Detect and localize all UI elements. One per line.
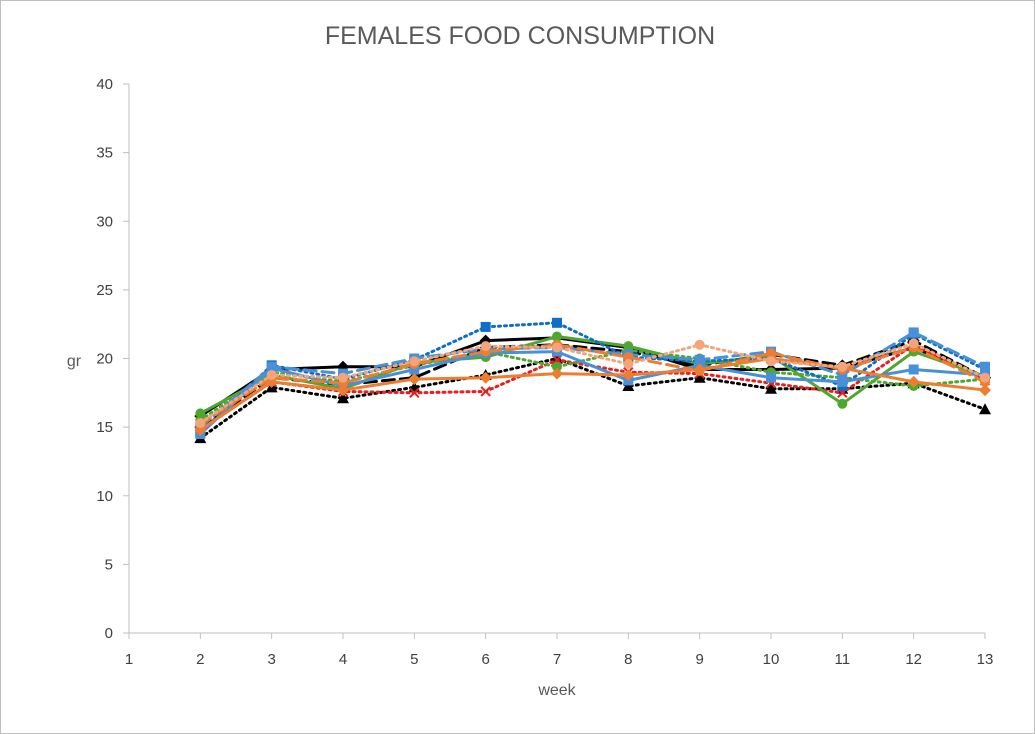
x-tick-label: 5 [410, 651, 418, 668]
x-tick-label: 7 [553, 651, 561, 668]
x-tick-label: 4 [339, 651, 347, 668]
data-point [980, 361, 990, 372]
data-point [266, 363, 277, 374]
data-point [409, 387, 420, 399]
data-point [837, 398, 848, 409]
data-point [766, 356, 776, 367]
data-point [409, 356, 420, 367]
x-tick-label: 3 [267, 651, 275, 668]
data-point [552, 317, 562, 328]
data-point [908, 327, 919, 338]
x-tick-label: 10 [763, 651, 780, 668]
data-point [837, 361, 848, 372]
data-point [980, 372, 990, 383]
data-point [480, 341, 491, 352]
y-tick-label: 40 [96, 76, 113, 93]
data-point [623, 358, 634, 369]
series-line [198, 343, 987, 426]
series-12 [195, 338, 990, 429]
data-point [765, 382, 777, 394]
series-line [198, 341, 987, 425]
data-point [480, 386, 491, 397]
data-point [479, 371, 492, 384]
data-point [195, 408, 206, 419]
data-point [694, 354, 705, 365]
x-axis-label: week [537, 682, 576, 699]
y-axis-label: gr [67, 353, 82, 370]
data-point [480, 321, 491, 332]
y-tick-label: 20 [96, 351, 113, 368]
data-point [979, 403, 991, 415]
y-tick-label: 5 [105, 556, 113, 573]
data-point [408, 373, 421, 386]
data-point [338, 372, 348, 383]
chart-title: FEMALES FOOD CONSUMPTION [325, 22, 715, 50]
data-point [552, 342, 562, 353]
data-point [979, 384, 991, 397]
data-point [623, 352, 634, 363]
y-tick-label: 15 [96, 419, 113, 436]
data-point [908, 364, 919, 375]
data-point [552, 331, 562, 342]
data-point [622, 368, 635, 381]
data-point [195, 418, 206, 429]
data-point [552, 361, 562, 372]
series-line [198, 357, 987, 440]
data-point [693, 371, 706, 383]
data-point [409, 364, 420, 375]
data-point [337, 392, 349, 404]
y-tick-label: 30 [96, 213, 113, 230]
data-point [837, 376, 848, 387]
x-tick-label: 8 [624, 651, 632, 668]
x-tick-label: 9 [695, 651, 703, 668]
data-point [551, 367, 563, 380]
x-tick-label: 6 [481, 651, 489, 668]
series-layer [194, 317, 991, 444]
series-line [198, 357, 987, 432]
data-point [837, 369, 848, 380]
x-tick-label: 12 [905, 651, 922, 668]
x-tick-label: 2 [196, 651, 204, 668]
series-line [198, 330, 987, 429]
data-point [766, 372, 776, 383]
data-point [694, 365, 705, 376]
x-tick-label: 11 [835, 651, 851, 668]
data-point [266, 369, 277, 380]
series-line [198, 350, 987, 436]
x-tick-label: 1 [125, 651, 133, 668]
y-tick-label: 0 [105, 625, 113, 642]
data-point [694, 339, 705, 350]
data-point [907, 375, 920, 388]
y-tick-label: 35 [96, 145, 113, 162]
data-point [766, 348, 776, 359]
x-tick-label: 13 [977, 651, 994, 668]
y-tick-label: 10 [96, 488, 113, 505]
data-point [551, 352, 563, 364]
y-tick-label: 25 [96, 282, 113, 299]
data-point [908, 338, 919, 349]
